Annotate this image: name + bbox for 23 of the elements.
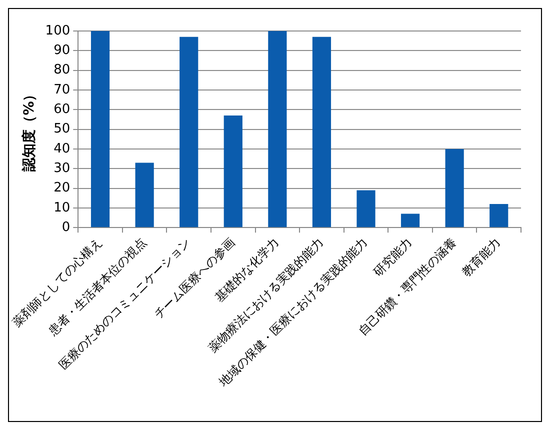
- y-tick-label: 40: [54, 141, 70, 156]
- y-tick-label: 60: [54, 102, 70, 117]
- y-tick-label: 100: [45, 23, 70, 38]
- y-tick-label: 90: [54, 43, 70, 58]
- y-axis-title: 認知度（%）: [20, 87, 38, 172]
- y-tick-label: 20: [54, 180, 70, 196]
- bar: [490, 204, 508, 228]
- bar: [312, 36, 332, 228]
- bar: [268, 31, 287, 228]
- y-tick-label: 0: [62, 220, 70, 235]
- y-tick-label: 30: [54, 160, 70, 176]
- bar: [135, 162, 154, 228]
- bar: [400, 214, 420, 228]
- y-tick-label: 10: [54, 200, 70, 216]
- bar: [90, 31, 110, 228]
- bar: [356, 190, 376, 228]
- bar: [180, 36, 198, 228]
- bar: [224, 116, 242, 228]
- bar: [445, 148, 464, 228]
- y-tick-label: 50: [54, 122, 70, 137]
- x-tick-label: 教育能力: [459, 235, 504, 279]
- y-tick-label: 80: [54, 62, 70, 78]
- y-tick-label: 70: [54, 82, 70, 98]
